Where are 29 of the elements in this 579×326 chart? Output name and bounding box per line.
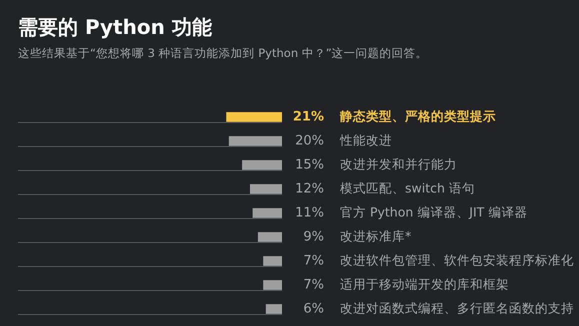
data-label: 11% <box>295 205 324 220</box>
bar <box>266 304 282 314</box>
data-label: 7% <box>303 253 324 268</box>
bar <box>263 280 282 290</box>
data-label: 20% <box>295 133 324 148</box>
chart-title: 需要的 Python 功能 <box>18 14 212 41</box>
data-label: 15% <box>295 157 324 172</box>
y-tick-label: 改进标准库* <box>340 228 412 244</box>
chart-subtitle: 这些结果基于“您想将哪 3 种语言功能添加到 Python 中？”这一问题的回答。 <box>18 46 428 61</box>
y-tick-label: 官方 Python 编译器、JIT 编译器 <box>340 204 528 220</box>
y-tick-label: 适用于移动端开发的库和框架 <box>340 276 509 292</box>
bar <box>228 136 282 146</box>
y-tick-label: 改进对函数式编程、多行匿名函数的支持 <box>340 300 574 316</box>
bar <box>258 232 282 242</box>
data-label: 9% <box>303 229 324 244</box>
bar <box>242 160 282 170</box>
y-tick-label: 改进软件包管理、软件包安装程序标准化 <box>340 252 574 268</box>
data-label: 6% <box>303 301 324 316</box>
bar <box>263 256 282 266</box>
bar <box>226 112 282 122</box>
y-tick-label: 静态类型、严格的类型提示 <box>339 108 496 124</box>
y-tick-label: 改进并发和并行能力 <box>340 156 457 172</box>
data-label: 7% <box>303 277 324 292</box>
y-tick-label: 模式匹配、switch 语句 <box>340 180 475 196</box>
data-label: 21% <box>292 109 324 124</box>
bar <box>252 208 282 218</box>
data-label: 12% <box>295 181 324 196</box>
bar <box>250 184 282 194</box>
y-tick-label: 性能改进 <box>339 132 392 148</box>
